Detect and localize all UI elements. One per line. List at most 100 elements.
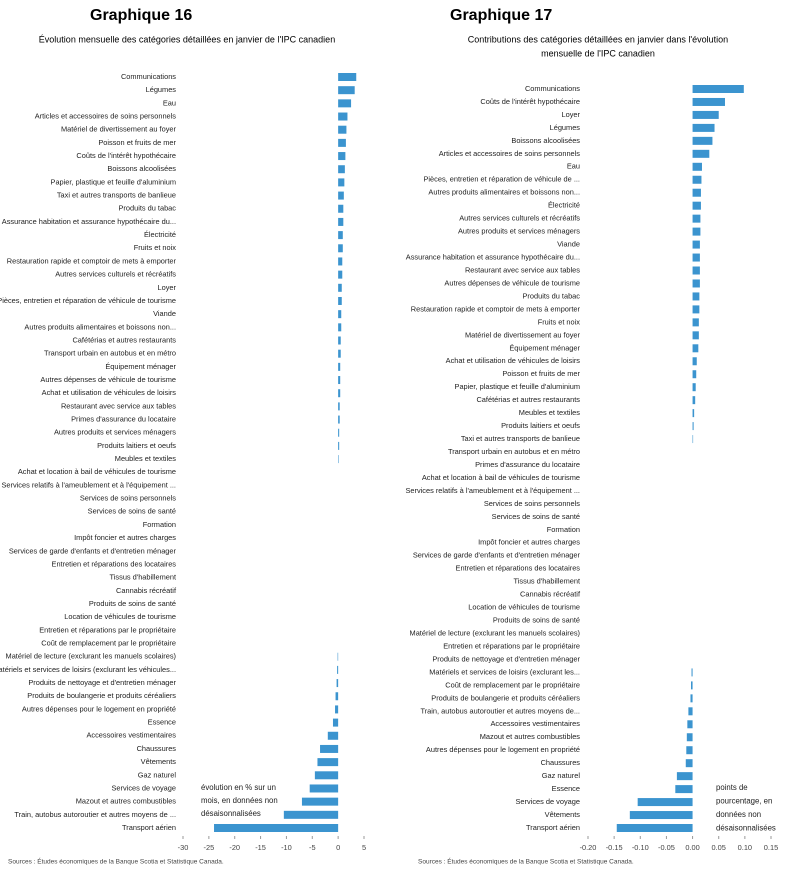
- bar: [692, 292, 700, 301]
- category-label: Communications: [525, 84, 580, 93]
- x-tick-label: 0.00: [685, 843, 699, 852]
- category-label: Produits de nettoyage et d'entretien mén…: [28, 678, 176, 687]
- x-tick-label: 0.10: [738, 843, 752, 852]
- bar: [327, 731, 339, 740]
- category-label: Légumes: [550, 123, 581, 132]
- bar: [314, 771, 339, 780]
- category-label: Restaurant avec service aux tables: [61, 401, 176, 410]
- category-label: Électricité: [548, 201, 580, 210]
- category-label: Fruits et noix: [134, 243, 177, 252]
- category-label: Primes d'assurance du locataire: [71, 415, 176, 424]
- category-label: Restauration rapide et comptoir de mets …: [411, 304, 581, 313]
- bar: [338, 152, 346, 161]
- bar: [690, 694, 693, 703]
- bar: [338, 441, 340, 450]
- category-label: Entretien et réparations par le propriét…: [443, 641, 580, 650]
- bar: [337, 665, 339, 674]
- bar: [338, 415, 340, 424]
- bar: [686, 746, 693, 755]
- category-label: Boissons alcoolisées: [107, 164, 176, 173]
- chart-subtitle: Contributions des catégories détaillées …: [468, 34, 728, 44]
- bar: [692, 85, 744, 93]
- x-tick-label: -25: [204, 843, 215, 852]
- category-label: Accessoires vestimentaires: [490, 719, 580, 728]
- bar: [338, 310, 342, 319]
- bar: [338, 165, 345, 174]
- category-label: Mazout et autres combustibles: [480, 732, 581, 741]
- bar: [338, 428, 340, 437]
- bar: [338, 217, 344, 226]
- category-label: Produits du tabac: [522, 291, 580, 300]
- bar: [692, 253, 700, 262]
- bar: [692, 162, 702, 171]
- category-label: Autres dépenses pour le logement en prop…: [426, 745, 580, 754]
- category-label: Autres produits alimentaires et boissons…: [24, 322, 176, 331]
- bar: [692, 97, 725, 106]
- category-label: Autres services culturels et récréatifs: [459, 214, 580, 223]
- bar: [692, 370, 697, 379]
- bar: [692, 123, 715, 132]
- category-label: Restauration rapide et comptoir de mets …: [7, 256, 177, 265]
- bar: [675, 785, 693, 794]
- category-label: Taxi et autres transports de banlieue: [461, 434, 580, 443]
- annotation: évolution en % sur un: [201, 783, 276, 792]
- category-label: Communications: [121, 72, 176, 81]
- bar: [317, 758, 339, 767]
- category-label: Produits de boulangerie et produits céré…: [431, 693, 580, 702]
- category-label: Tissus d'habillement: [110, 573, 176, 582]
- category-label: Achat et location à bail de véhicules de…: [422, 473, 580, 482]
- bar: [338, 389, 341, 398]
- bar: [692, 149, 710, 158]
- bar: [692, 305, 700, 314]
- category-label: Papier, plastique et feuille d'aluminium: [51, 177, 176, 186]
- bar: [335, 705, 339, 714]
- bar: [692, 201, 701, 210]
- chart-subtitle: mensuelle de l'IPC canadien: [541, 48, 655, 58]
- category-label: Services relatifs à l'ameublement et à l…: [1, 480, 176, 489]
- bar: [335, 692, 339, 701]
- category-label: Loyer: [158, 283, 177, 292]
- category-label: Chaussures: [137, 744, 177, 753]
- category-label: Autres dépenses de véhicule de tourisme: [40, 375, 176, 384]
- x-tick-label: -0.15: [606, 843, 623, 852]
- category-label: Gaz naturel: [138, 770, 177, 779]
- category-label: Vêtements: [141, 757, 177, 766]
- category-label: Assurance habitation et assurance hypoth…: [406, 252, 580, 261]
- category-label: Fruits et noix: [538, 317, 581, 326]
- bar: [338, 455, 339, 464]
- bar: [692, 136, 713, 145]
- bar: [692, 422, 694, 431]
- bar: [338, 362, 341, 371]
- bar: [688, 707, 693, 716]
- bar: [338, 112, 348, 121]
- category-label: Meubles et textiles: [115, 454, 177, 463]
- bar: [338, 296, 342, 305]
- bar: [692, 110, 719, 119]
- category-label: Autres produits et services ménagers: [458, 227, 580, 236]
- bar: [692, 409, 695, 418]
- category-label: Matériel de divertissement au foyer: [61, 125, 177, 134]
- annotation: points de: [716, 783, 748, 792]
- category-label: Produits du tabac: [118, 204, 176, 213]
- category-label: Produits de soins de santé: [493, 616, 580, 625]
- bar: [692, 331, 699, 340]
- x-tick-label: 0: [336, 843, 340, 852]
- category-label: Produits de boulangerie et produits céré…: [27, 691, 176, 700]
- category-label: Primes d'assurance du locataire: [475, 460, 580, 469]
- category-label: Services de soins de santé: [492, 512, 580, 521]
- category-label: Autres produits et services ménagers: [54, 428, 176, 437]
- x-tick-label: -0.10: [632, 843, 649, 852]
- source: Sources : Études économiques de la Banqu…: [8, 857, 224, 866]
- category-label: Services de garde d'enfants et d'entreti…: [413, 551, 581, 560]
- bar: [283, 810, 339, 819]
- category-label: Formation: [547, 525, 580, 534]
- category-label: Pièces, entretien et réparation de véhic…: [423, 175, 580, 184]
- category-label: Services de soins personnels: [80, 494, 176, 503]
- category-label: Accessoires vestimentaires: [86, 731, 176, 740]
- bar: [691, 668, 693, 677]
- category-label: Coûts de l'intérêt hypothécaire: [76, 151, 176, 160]
- category-label: Électricité: [144, 230, 176, 239]
- bar: [692, 344, 699, 353]
- category-label: Équipement ménager: [105, 362, 176, 371]
